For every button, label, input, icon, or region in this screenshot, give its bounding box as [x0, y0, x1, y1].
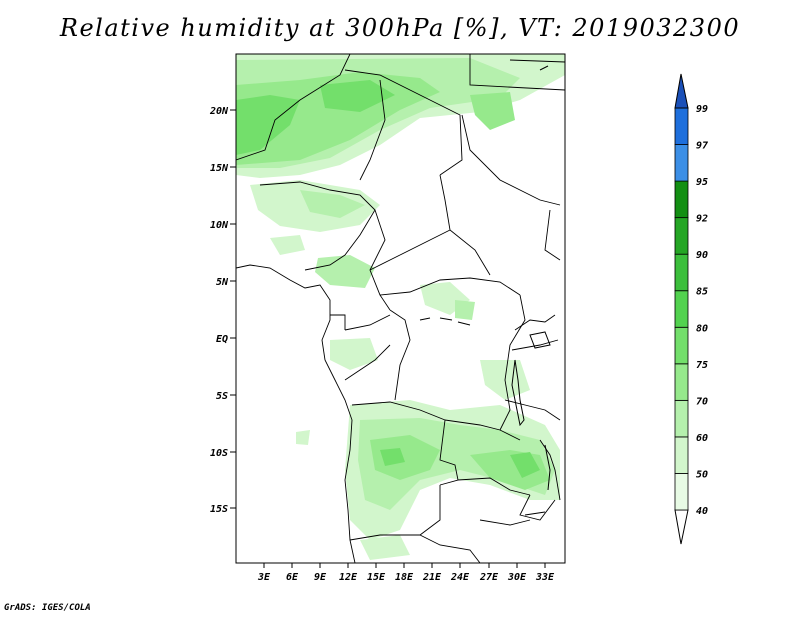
- lon-axis: 3E 6E 9E 12E 15E 18E 21E 24E 27E 30E 33E: [257, 563, 555, 583]
- country-borders: [236, 54, 565, 563]
- colorbar-upper-triangle: [674, 73, 689, 109]
- lat-label: 5N: [216, 277, 229, 288]
- lon-label: 9E: [314, 572, 327, 583]
- lon-label: 24E: [450, 572, 470, 583]
- lon-label: 15E: [367, 572, 386, 583]
- humidity-shading: [236, 54, 565, 560]
- colorbar-cell: [674, 399, 689, 438]
- colorbar-labels: 40 50 60 70 75 80 85 90 92 95 97 99: [696, 104, 708, 517]
- colorbar-cell: [674, 436, 689, 474]
- lat-label: 10S: [210, 448, 228, 459]
- colorbar-level-label: 80: [696, 323, 708, 334]
- colorbar-cell: [674, 473, 689, 511]
- lat-label: 10N: [210, 220, 229, 231]
- colorbar-level-label: 90: [696, 250, 708, 261]
- colorbar-cell: [674, 363, 689, 401]
- map-frame: [235, 53, 566, 564]
- colorbar-level-label: 75: [696, 360, 708, 371]
- colorbar-cell: [674, 253, 689, 292]
- colorbar-cell: [674, 107, 689, 145]
- colorbar-cell: [674, 290, 689, 328]
- lat-label: 15S: [210, 504, 228, 515]
- lon-label: 21E: [422, 572, 442, 583]
- colorbar-cell: [674, 180, 689, 219]
- lon-label: 12E: [339, 572, 358, 583]
- lat-ticks: [230, 109, 236, 509]
- lat-axis: 20N 15N 10N 5N EQ 5S 10S 15S: [209, 106, 236, 515]
- software-credit: GrADS: IGES/COLA: [4, 603, 91, 613]
- lon-label: 6E: [286, 572, 299, 583]
- colorbar-level-label: 92: [696, 214, 708, 225]
- lat-label: 20N: [209, 106, 229, 117]
- lat-label: EQ: [216, 334, 228, 345]
- colorbar-level-label: 97: [696, 141, 708, 152]
- colorbar-level-label: 85: [696, 287, 708, 298]
- lon-label: 33E: [535, 572, 555, 583]
- colorbar-level-label: 70: [696, 396, 708, 407]
- colorbar-lower-triangle: [674, 509, 689, 545]
- colorbar-level-label: 50: [696, 469, 708, 480]
- colorbar-cells: [674, 107, 689, 511]
- colorbar-cell: [674, 326, 689, 365]
- lat-label: 15N: [210, 163, 229, 174]
- colorbar-level-label: 99: [696, 104, 708, 115]
- lon-label: 3E: [257, 572, 271, 583]
- lakes: [419, 65, 551, 516]
- colorbar-level-label: 60: [696, 433, 708, 444]
- lon-ticks: [263, 563, 546, 568]
- colorbar-level-label: 40: [696, 506, 708, 517]
- lon-label: 27E: [479, 572, 499, 583]
- colorbar-cell: [674, 144, 689, 182]
- colorbar-level-label: 95: [696, 177, 708, 188]
- lon-label: 18E: [395, 572, 414, 583]
- colorbar-cell: [674, 217, 689, 255]
- map-title: Relative humidity at 300hPa [%], VT: 201…: [59, 14, 741, 42]
- lon-label: 30E: [507, 572, 527, 583]
- colorbar: 40 50 60 70 75 80 85 90 92 95 97 99: [674, 73, 708, 545]
- lat-label: 5S: [216, 391, 228, 402]
